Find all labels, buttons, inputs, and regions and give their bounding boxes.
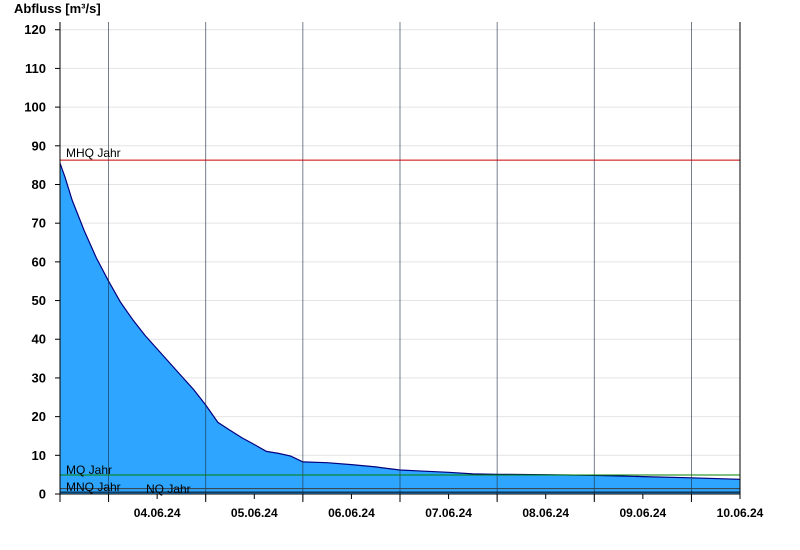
x-tick-label: 06.06.24 <box>328 506 375 520</box>
y-tick-label: 110 <box>25 61 46 76</box>
x-tick-label: 09.06.24 <box>619 506 666 520</box>
discharge-line <box>59 162 741 480</box>
y-tick-label: 70 <box>32 216 46 231</box>
y-tick-label: 20 <box>32 409 46 424</box>
y-tick-label: 80 <box>32 177 46 192</box>
y-tick-label: 0 <box>39 487 46 502</box>
reference-line-label: MQ Jahr <box>66 463 112 477</box>
y-tick-label: 10 <box>32 448 46 463</box>
x-tick-label: 07.06.24 <box>425 506 472 520</box>
y-axis-label: Abfluss [m³/s] <box>14 1 101 16</box>
y-tick-label: 40 <box>32 332 46 347</box>
discharge-series <box>59 162 741 494</box>
y-tick-labels: 0 10 20 30 40 50 60 70 80 90 100 110 120 <box>24 22 46 501</box>
reference-line-label: MHQ Jahr <box>66 146 121 160</box>
y-tick-label: 100 <box>24 100 46 115</box>
x-tick-label: 08.06.24 <box>522 506 569 520</box>
day-separators <box>108 22 692 500</box>
axes <box>55 22 741 502</box>
y-tick-label: 30 <box>32 370 46 385</box>
x-tick-label: 04.06.24 <box>134 506 181 520</box>
reference-lines: MHQ Jahr MQ Jahr MNQ Jahr NQ Jahr <box>60 146 740 496</box>
y-tick-label: 90 <box>32 138 46 153</box>
y-tick-label: 60 <box>32 254 46 269</box>
reference-line-label: MNQ Jahr <box>66 480 121 494</box>
y-tick-label: 120 <box>24 22 46 37</box>
discharge-area <box>60 163 740 494</box>
y-tick-label: 50 <box>32 293 46 308</box>
x-tick-label: 05.06.24 <box>231 506 278 520</box>
x-tick-labels: 04.06.24 05.06.24 06.06.24 07.06.24 08.06.24… <box>134 506 764 520</box>
x-tick-label: 10.06.24 <box>717 506 764 520</box>
reference-line-label: NQ Jahr <box>146 482 191 496</box>
